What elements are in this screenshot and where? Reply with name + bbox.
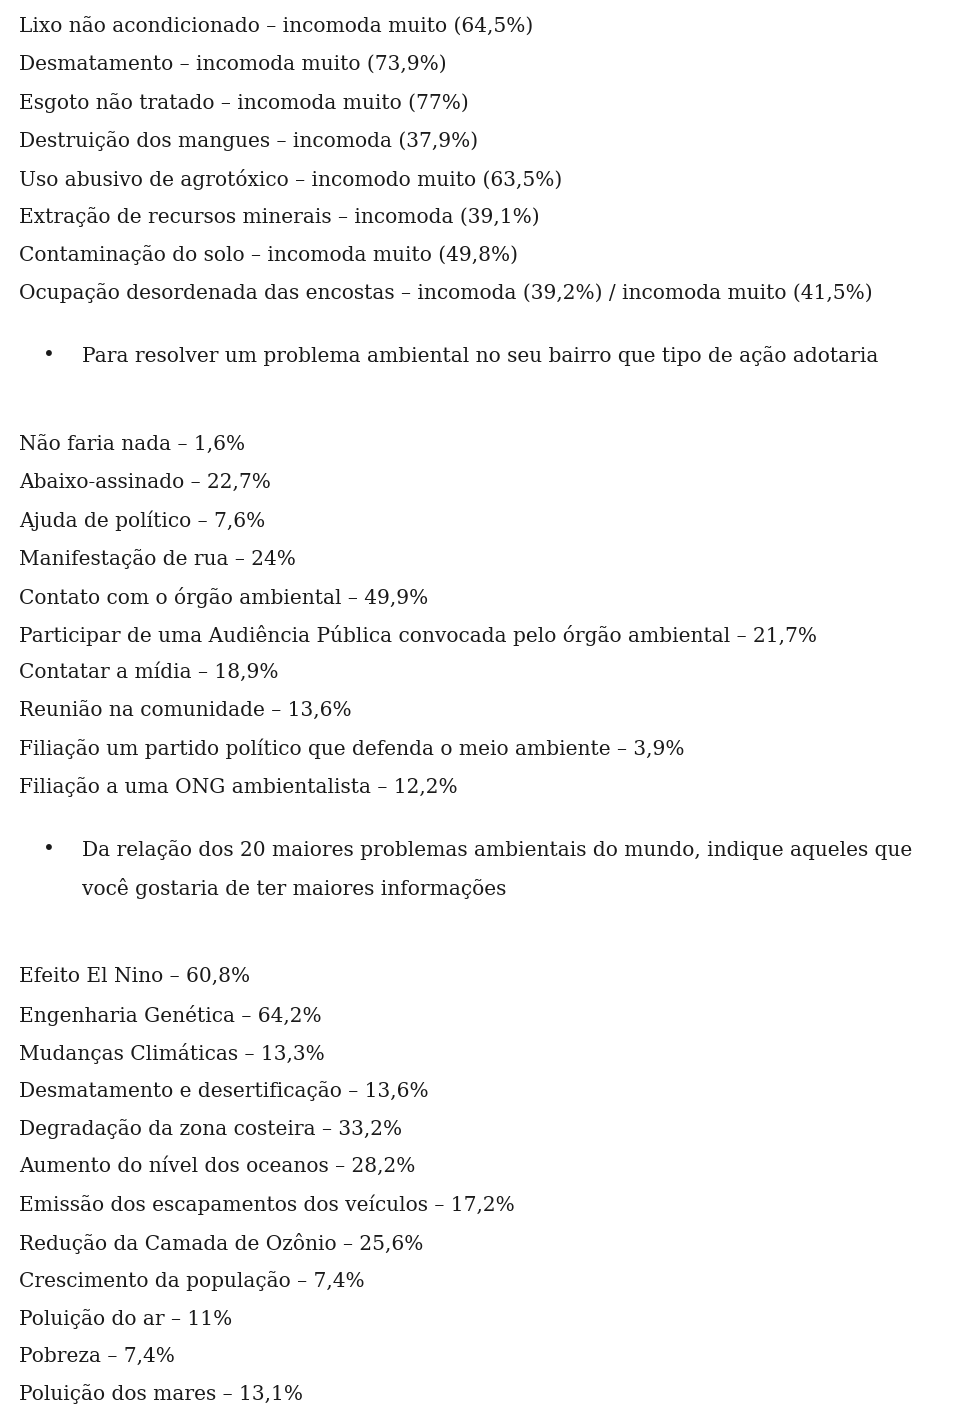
Text: Para resolver um problema ambiental no seu bairro que tipo de ação adotaria: Para resolver um problema ambiental no s… <box>82 346 878 366</box>
Text: Esgoto não tratado – incomoda muito (77%): Esgoto não tratado – incomoda muito (77%… <box>19 93 468 113</box>
Text: Desmatamento e desertificação – 13,6%: Desmatamento e desertificação – 13,6% <box>19 1081 429 1100</box>
Text: Uso abusivo de agrotóxico – incomodo muito (63,5%): Uso abusivo de agrotóxico – incomodo mui… <box>19 169 563 190</box>
Text: Lixo não acondicionado – incomoda muito (64,5%): Lixo não acondicionado – incomoda muito … <box>19 17 534 37</box>
Text: Extração de recursos minerais – incomoda (39,1%): Extração de recursos minerais – incomoda… <box>19 207 540 227</box>
Text: Abaixo-assinado – 22,7%: Abaixo-assinado – 22,7% <box>19 473 271 492</box>
Text: Participar de uma Audiência Pública convocada pelo órgão ambiental – 21,7%: Participar de uma Audiência Pública conv… <box>19 625 817 646</box>
Text: Engenharia Genética – 64,2%: Engenharia Genética – 64,2% <box>19 1005 322 1026</box>
Text: Poluição dos mares – 13,1%: Poluição dos mares – 13,1% <box>19 1384 303 1404</box>
Text: Destruição dos mangues – incomoda (37,9%): Destruição dos mangues – incomoda (37,9%… <box>19 131 478 151</box>
Text: Desmatamento – incomoda muito (73,9%): Desmatamento – incomoda muito (73,9%) <box>19 55 446 75</box>
Text: Efeito El Nino – 60,8%: Efeito El Nino – 60,8% <box>19 967 251 986</box>
Text: Mudanças Climáticas – 13,3%: Mudanças Climáticas – 13,3% <box>19 1043 324 1064</box>
Text: Degradação da zona costeira – 33,2%: Degradação da zona costeira – 33,2% <box>19 1119 402 1138</box>
Text: Poluição do ar – 11%: Poluição do ar – 11% <box>19 1309 232 1328</box>
Text: Ajuda de político – 7,6%: Ajuda de político – 7,6% <box>19 511 266 532</box>
Text: Contatar a mídia – 18,9%: Contatar a mídia – 18,9% <box>19 663 278 682</box>
Text: Redução da Camada de Ozônio – 25,6%: Redução da Camada de Ozônio – 25,6% <box>19 1233 423 1254</box>
Text: Aumento do nível dos oceanos – 28,2%: Aumento do nível dos oceanos – 28,2% <box>19 1157 416 1176</box>
Text: Pobreza – 7,4%: Pobreza – 7,4% <box>19 1346 175 1366</box>
Text: você gostaria de ter maiores informações: você gostaria de ter maiores informações <box>82 878 506 899</box>
Text: Crescimento da população – 7,4%: Crescimento da população – 7,4% <box>19 1271 365 1290</box>
Text: Reunião na comunidade – 13,6%: Reunião na comunidade – 13,6% <box>19 701 351 720</box>
Text: Não faria nada – 1,6%: Não faria nada – 1,6% <box>19 435 246 454</box>
Text: Manifestação de rua – 24%: Manifestação de rua – 24% <box>19 549 296 568</box>
Text: Filiação um partido político que defenda o meio ambiente – 3,9%: Filiação um partido político que defenda… <box>19 739 684 760</box>
Text: Filiação a uma ONG ambientalista – 12,2%: Filiação a uma ONG ambientalista – 12,2% <box>19 777 458 796</box>
Text: Ocupação desordenada das encostas – incomoda (39,2%) / incomoda muito (41,5%): Ocupação desordenada das encostas – inco… <box>19 283 873 303</box>
Text: Da relação dos 20 maiores problemas ambientais do mundo, indique aqueles que: Da relação dos 20 maiores problemas ambi… <box>82 840 912 860</box>
Text: •: • <box>43 840 55 860</box>
Text: Contato com o órgão ambiental – 49,9%: Contato com o órgão ambiental – 49,9% <box>19 587 428 608</box>
Text: Emissão dos escapamentos dos veículos – 17,2%: Emissão dos escapamentos dos veículos – … <box>19 1195 515 1216</box>
Text: •: • <box>43 346 55 366</box>
Text: Contaminação do solo – incomoda muito (49,8%): Contaminação do solo – incomoda muito (4… <box>19 245 518 265</box>
